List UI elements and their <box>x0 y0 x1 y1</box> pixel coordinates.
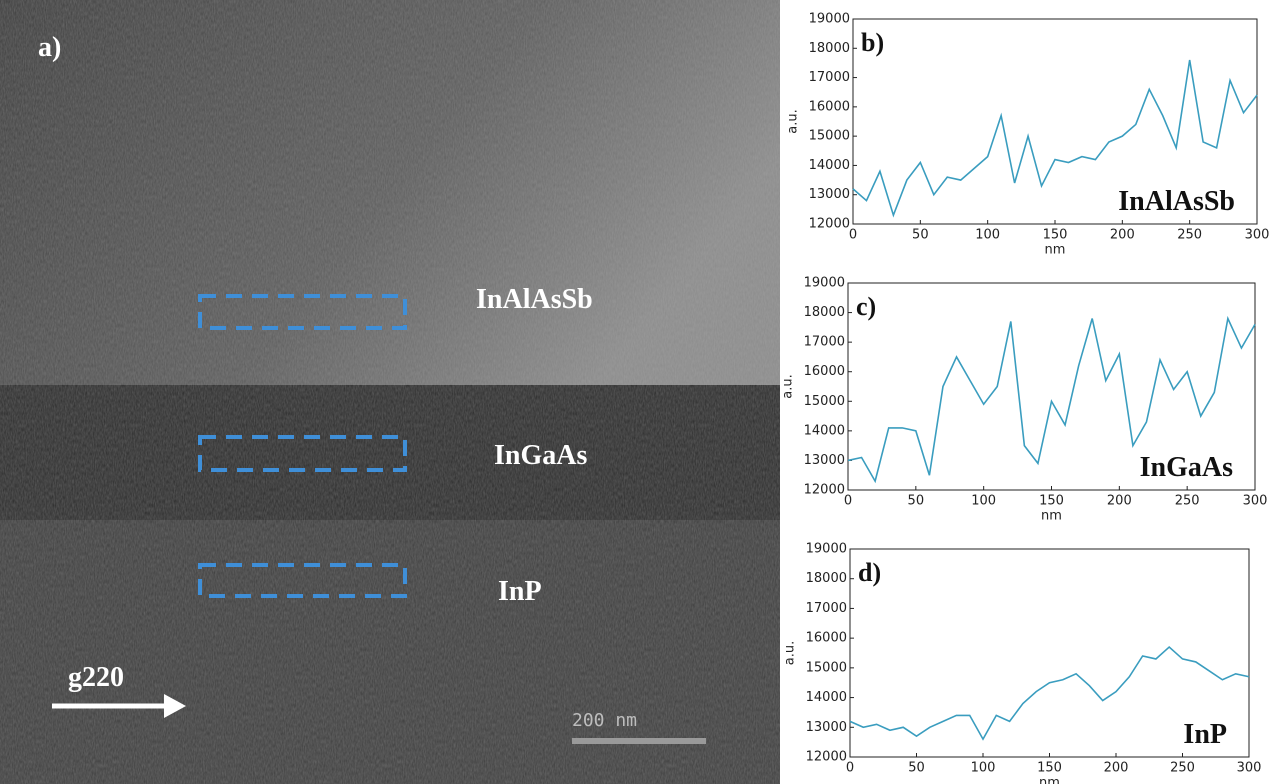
x-tick-label: 250 <box>1175 494 1200 509</box>
y-axis-label: a.u. <box>783 641 798 665</box>
x-tick-label: 200 <box>1104 761 1129 776</box>
y-tick-label: 13000 <box>809 187 850 202</box>
scale-label: 200 nm <box>572 710 637 731</box>
layer-label: InP <box>498 576 542 607</box>
y-tick-label: 12000 <box>804 483 845 498</box>
x-tick-label: 250 <box>1177 228 1202 243</box>
y-tick-label: 18000 <box>804 305 845 320</box>
annotation: InP <box>1183 719 1227 750</box>
x-tick-label: 150 <box>1039 494 1064 509</box>
x-axis-label: nm <box>1045 243 1066 258</box>
x-tick-label: 300 <box>1245 228 1270 243</box>
y-tick-label: 12000 <box>809 217 850 232</box>
y-tick-label: 18000 <box>806 571 847 586</box>
y-axis-label: a.u. <box>781 374 796 398</box>
y-tick-label: 19000 <box>804 276 845 291</box>
y-tick-label: 15000 <box>804 394 845 409</box>
x-axis-label: nm <box>1039 776 1060 784</box>
x-tick-label: 100 <box>971 494 996 509</box>
panel-label: c) <box>856 292 876 321</box>
y-tick-label: 13000 <box>806 720 847 735</box>
x-tick-label: 100 <box>971 761 996 776</box>
y-tick-label: 12000 <box>806 750 847 765</box>
direction-label: g220 <box>68 662 124 693</box>
layer-label: InGaAs <box>494 440 587 471</box>
y-tick-label: 15000 <box>809 129 850 144</box>
x-tick-label: 50 <box>912 228 929 243</box>
x-tick-label: 150 <box>1043 228 1068 243</box>
x-tick-label: 50 <box>908 761 925 776</box>
x-tick-label: 300 <box>1243 494 1268 509</box>
x-tick-label: 150 <box>1037 761 1062 776</box>
x-tick-label: 300 <box>1237 761 1262 776</box>
y-tick-label: 17000 <box>804 335 845 350</box>
layer-label: InAlAsSb <box>476 284 593 315</box>
y-tick-label: 16000 <box>806 631 847 646</box>
y-tick-label: 18000 <box>809 41 850 56</box>
x-tick-label: 250 <box>1170 761 1195 776</box>
y-tick-label: 17000 <box>806 601 847 616</box>
y-tick-label: 16000 <box>804 364 845 379</box>
y-axis-label: a.u. <box>786 109 801 133</box>
y-tick-label: 13000 <box>804 453 845 468</box>
x-tick-label: 200 <box>1107 494 1132 509</box>
y-tick-label: 19000 <box>809 12 850 27</box>
y-tick-label: 14000 <box>804 423 845 438</box>
annotation: InGaAs <box>1140 452 1233 483</box>
x-tick-label: 0 <box>846 761 854 776</box>
x-tick-label: 100 <box>975 228 1000 243</box>
panel-label: d) <box>858 558 881 587</box>
y-tick-label: 16000 <box>809 99 850 114</box>
x-tick-label: 0 <box>849 228 857 243</box>
y-tick-label: 14000 <box>806 690 847 705</box>
y-tick-label: 17000 <box>809 70 850 85</box>
panel-label: b) <box>861 28 884 57</box>
x-tick-label: 50 <box>908 494 925 509</box>
annotation: InAlAsSb <box>1118 186 1235 217</box>
x-tick-label: 200 <box>1110 228 1135 243</box>
y-tick-label: 15000 <box>806 660 847 675</box>
figure: a) InAlAsSb InGaAs InP g220 200 nm 12000… <box>0 0 1277 784</box>
y-tick-label: 19000 <box>806 542 847 557</box>
panel-label: a) <box>38 32 61 63</box>
x-axis-label: nm <box>1041 509 1062 524</box>
y-tick-label: 14000 <box>809 158 850 173</box>
x-tick-label: 0 <box>844 494 852 509</box>
